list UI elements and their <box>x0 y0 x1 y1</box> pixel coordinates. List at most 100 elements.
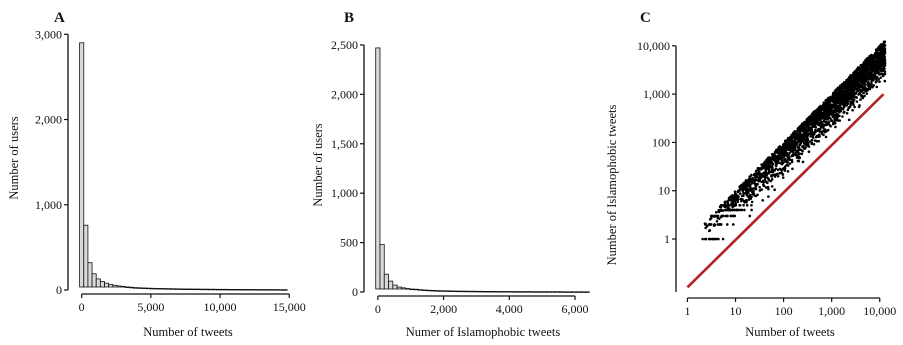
scatter-point <box>756 168 760 172</box>
scatter-point <box>855 73 858 77</box>
scatter-point <box>870 82 873 85</box>
scatter-point <box>738 192 742 195</box>
scatter-point <box>777 150 781 153</box>
scatter-point <box>763 161 766 165</box>
scatter-point <box>788 137 792 140</box>
scatter-point <box>864 68 867 71</box>
scatter-point <box>883 44 886 47</box>
scatter-point <box>822 126 825 130</box>
scatter-point <box>766 181 769 185</box>
scatter-point <box>854 96 858 99</box>
bar-a-16 <box>145 287 151 290</box>
scatter-point <box>835 117 839 120</box>
scatter-point <box>831 122 835 126</box>
scatter-point <box>838 104 841 108</box>
scatter-point <box>753 179 756 183</box>
scatter-point <box>834 125 837 129</box>
scatter-point <box>818 130 822 133</box>
scatter-point <box>863 83 867 86</box>
scatter-point <box>877 67 880 70</box>
scatter-point <box>879 64 883 68</box>
scatter-point <box>838 85 842 89</box>
bar-a-12 <box>129 286 134 289</box>
scatter-point <box>857 82 861 86</box>
bar-a-23 <box>174 288 180 290</box>
scatter-point <box>806 118 809 122</box>
scatter-point <box>798 137 801 141</box>
scatter-point <box>828 116 831 120</box>
scatter-point <box>847 80 850 84</box>
scatter-point <box>881 72 884 76</box>
bar-a-46 <box>270 289 276 291</box>
scatter-point <box>816 129 819 132</box>
scatter-point <box>863 63 867 66</box>
bar-b-33 <box>516 291 522 293</box>
scatter-point <box>754 169 758 173</box>
bar-b-6 <box>400 287 407 290</box>
scatter-point <box>719 204 723 207</box>
bar-b-8 <box>409 288 415 291</box>
scatter-point <box>751 192 754 196</box>
scatter-point <box>797 152 801 155</box>
scatter-point <box>758 189 762 192</box>
scatter-point <box>868 55 871 58</box>
scatter-point <box>779 157 783 161</box>
scatter-point <box>727 207 731 210</box>
scatter-point <box>843 110 846 114</box>
scatter-point <box>772 173 775 177</box>
scatter-point <box>798 131 802 135</box>
bar-b-20 <box>460 290 466 293</box>
scatter-point <box>760 180 763 184</box>
scatter-point <box>745 182 749 186</box>
bar-a-31 <box>207 288 213 291</box>
scatter-point <box>760 176 763 179</box>
scatter-point <box>762 166 766 170</box>
scatter-point <box>821 116 825 120</box>
scatter-point <box>728 203 732 207</box>
scatter-point <box>875 85 879 89</box>
scatter-point <box>852 93 856 97</box>
scatter-point <box>851 88 855 92</box>
scatter-point <box>870 54 874 57</box>
panel-b-axes: 0 500 1,000 1,500 2,000 2,500 0 2,000 4,000 6,000 <box>331 38 589 316</box>
scatter-point <box>844 101 848 104</box>
scatter-point <box>736 195 739 199</box>
scatter-point <box>748 185 752 189</box>
scatter-point <box>814 128 817 132</box>
scatter-point <box>783 154 786 157</box>
scatter-point <box>780 159 784 163</box>
bar-a-30 <box>203 288 209 291</box>
bar-b-44 <box>563 291 569 293</box>
scatter-point <box>871 59 874 63</box>
scatter-point <box>734 203 738 207</box>
scatter-point <box>879 50 883 54</box>
scatter-point <box>801 149 804 153</box>
scatter-point <box>744 180 748 183</box>
scatter-point <box>767 187 770 191</box>
scatter-point <box>812 120 816 123</box>
scatter-point <box>839 106 843 110</box>
scatter-point <box>846 102 850 105</box>
x-tick-label: 0 <box>79 300 85 314</box>
scatter-point <box>855 100 859 103</box>
scatter-point <box>802 138 806 142</box>
y-tick-label: 1,000 <box>35 198 62 212</box>
scatter-point <box>749 195 753 199</box>
bar-b-40 <box>546 291 552 293</box>
scatter-point <box>758 176 761 180</box>
panel-a-letter: A <box>54 10 65 26</box>
scatter-point <box>804 120 807 124</box>
scatter-point <box>773 150 777 154</box>
scatter-point <box>733 190 737 193</box>
scatter-point <box>827 96 830 100</box>
scatter-point <box>857 85 861 89</box>
scatter-point <box>799 127 803 130</box>
bar-b-36 <box>529 291 535 293</box>
scatter-point <box>858 104 861 107</box>
scatter-point <box>869 73 873 76</box>
bar-a-34 <box>220 288 226 291</box>
scatter-point <box>814 110 818 114</box>
bar-b-10 <box>418 289 424 291</box>
bar-b-34 <box>520 291 526 293</box>
bar-a-42 <box>253 289 259 291</box>
